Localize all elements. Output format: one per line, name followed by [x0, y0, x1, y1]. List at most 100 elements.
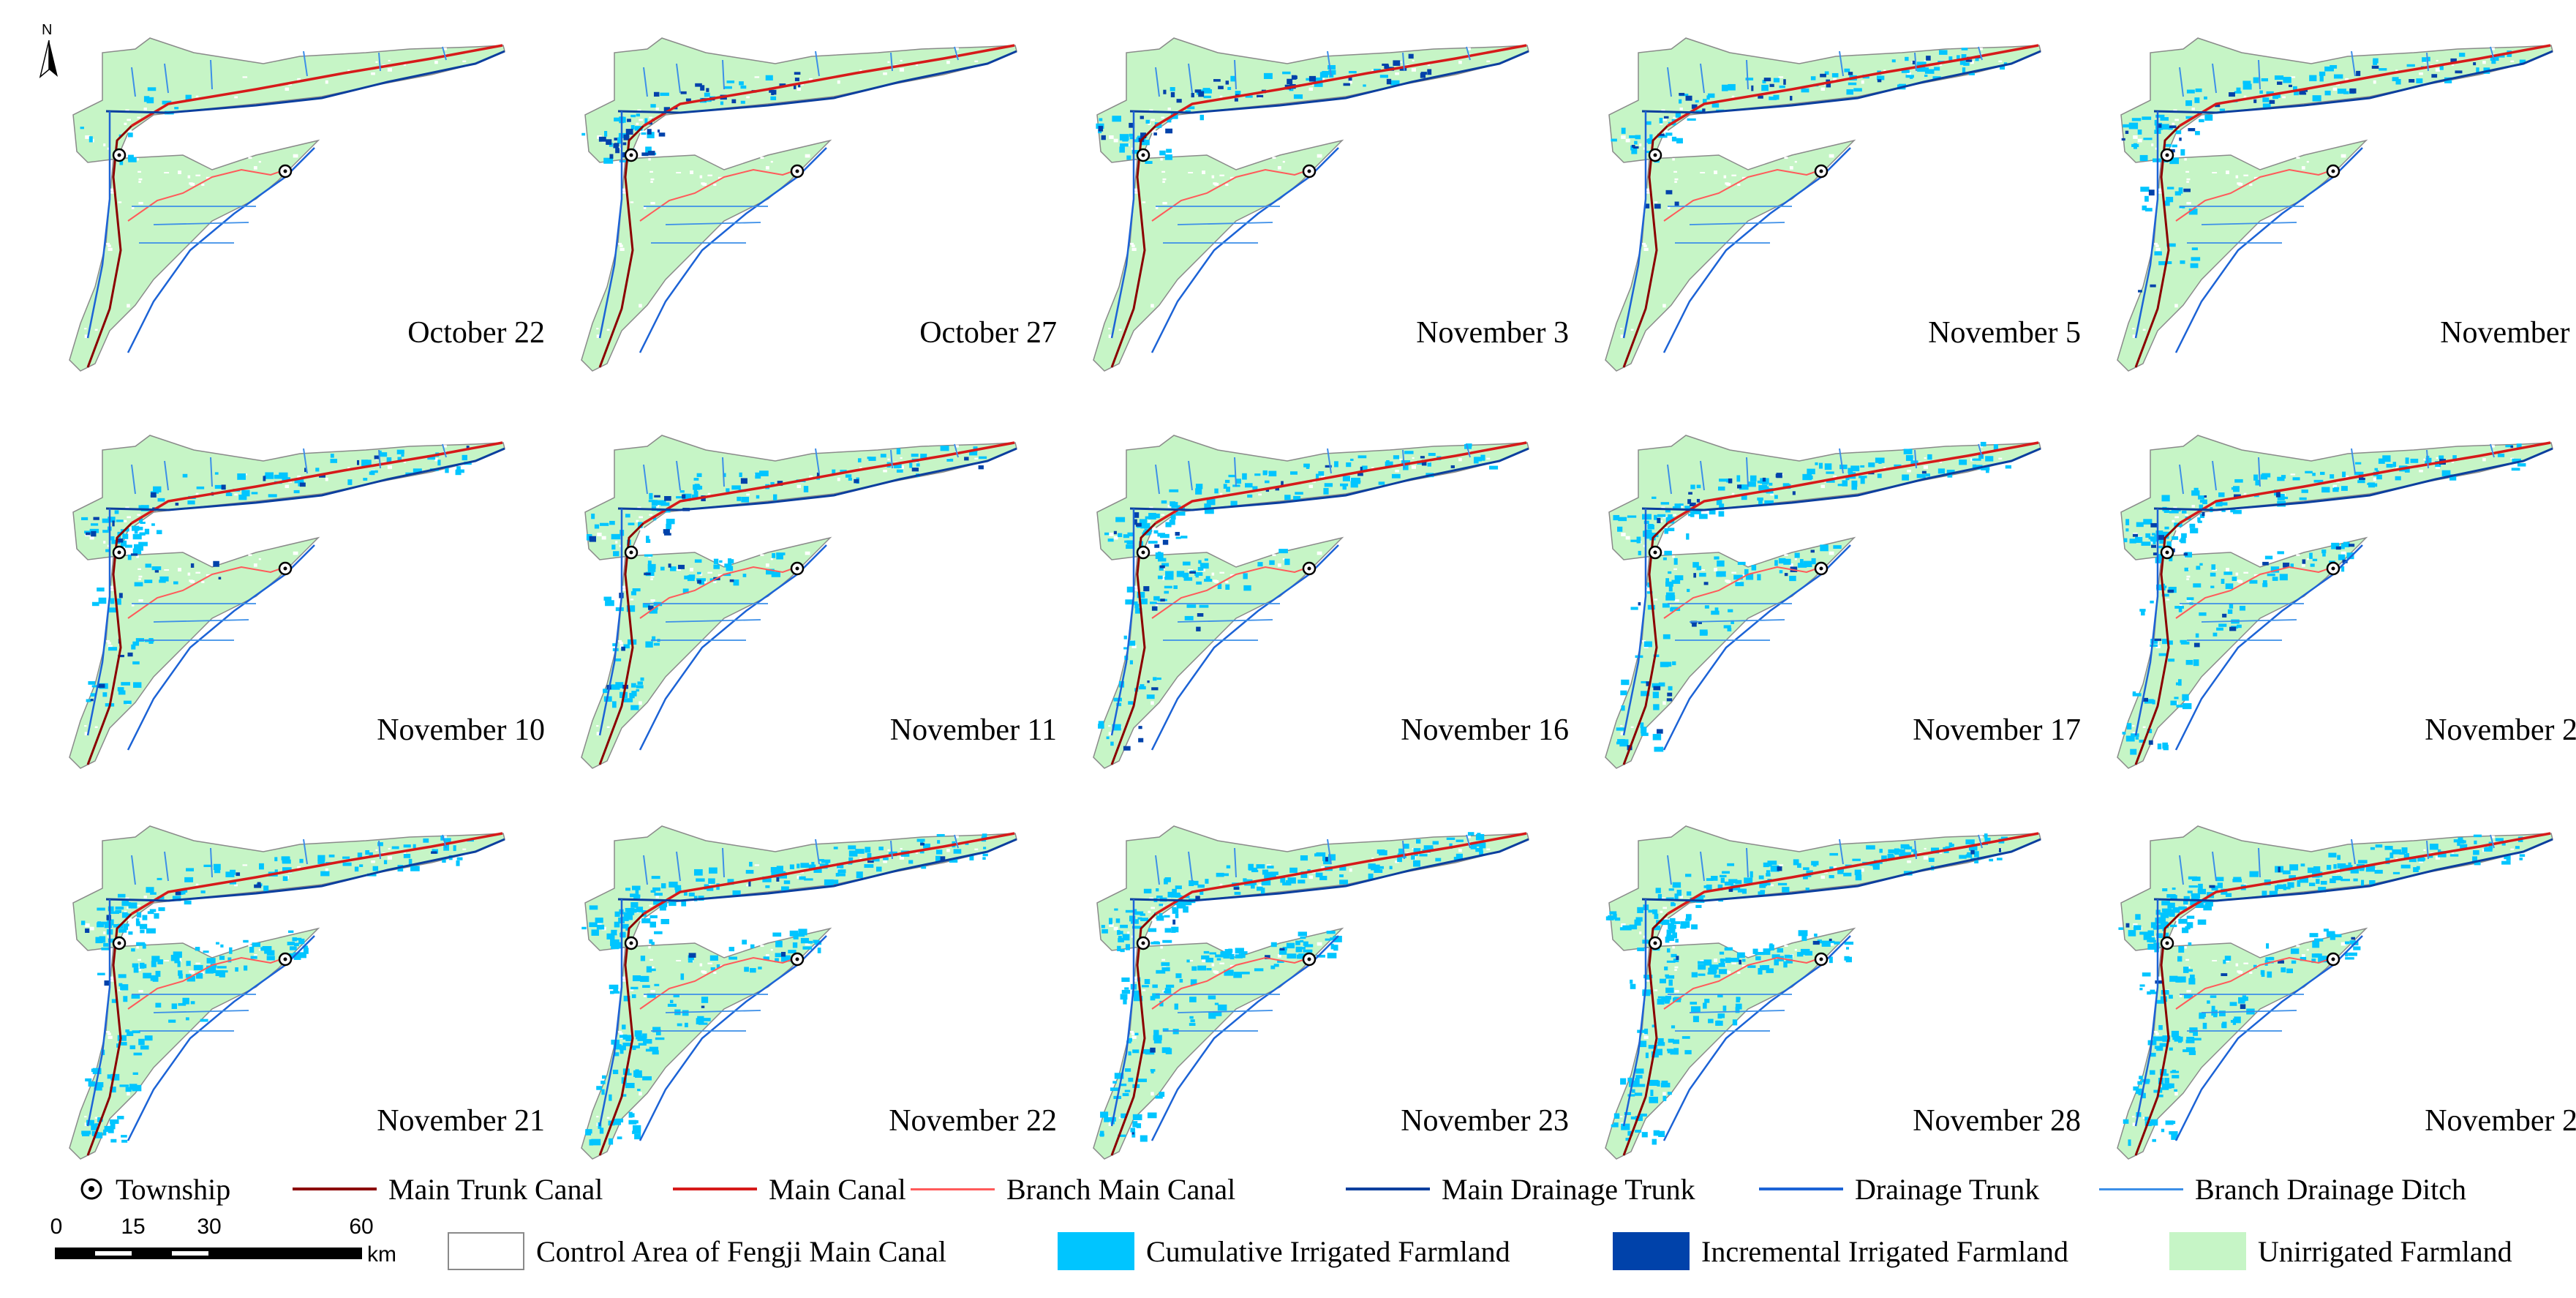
cumulative-irrigated-patch [2404, 465, 2410, 473]
branch-drainage-ditch [210, 847, 213, 878]
cumulative-irrigated-patch [2169, 911, 2175, 917]
cumulative-irrigated-patch [1171, 926, 1176, 933]
control-area-speck [707, 174, 712, 176]
cumulative-irrigated-patch [1762, 965, 1770, 970]
branch-drainage-ditch [1177, 1010, 1273, 1013]
incremental-irrigated-patch [1420, 456, 1425, 459]
control-area-speck [1662, 119, 1667, 121]
cumulative-irrigated-patch [1963, 62, 1970, 66]
cumulative-irrigated-patch [2202, 1022, 2207, 1029]
cumulative-irrigated-patch [2185, 116, 2194, 119]
cumulative-irrigated-patch [640, 975, 649, 982]
cumulative-irrigated-patch [252, 942, 261, 948]
control-area-speck [2151, 143, 2154, 146]
cumulative-irrigated-patch [2169, 975, 2178, 982]
cumulative-irrigated-patch [1690, 1002, 1698, 1005]
incremental-irrigated-patch [1921, 470, 1927, 474]
cumulative-irrigated-patch [1120, 924, 1129, 929]
incremental-irrigated-patch [1408, 53, 1414, 59]
control-area-speck [103, 931, 106, 934]
incremental-irrigated-patch [621, 646, 625, 651]
cumulative-irrigated-patch [723, 573, 731, 577]
cumulative-irrigated-patch [1131, 1132, 1136, 1138]
control-area-speck [1277, 954, 1281, 958]
cumulative-irrigated-patch [1206, 968, 1212, 971]
cumulative-irrigated-patch [1657, 1038, 1664, 1045]
cumulative-irrigated-patch [1766, 968, 1774, 973]
incremental-irrigated-patch [1257, 94, 1264, 98]
cumulative-irrigated-patch [2439, 64, 2444, 70]
cumulative-irrigated-patch [1774, 495, 1778, 499]
cumulative-irrigated-patch [371, 470, 378, 473]
control-area-speck [2191, 108, 2195, 110]
cumulative-irrigated-patch [1631, 1089, 1635, 1093]
incremental-irrigated-patch [2304, 89, 2308, 92]
cumulative-irrigated-patch [214, 868, 221, 874]
control-area-speck [1211, 963, 1215, 967]
branch-drainage-ditch [210, 59, 213, 90]
cumulative-irrigated-patch [1133, 909, 1137, 912]
incremental-irrigated-patch [1792, 491, 1796, 495]
incremental-irrigated-patch [1970, 849, 1975, 855]
main-drainage-trunk-line-icon [1346, 1188, 1430, 1190]
cumulative-irrigated-patch [1698, 514, 1708, 519]
cumulative-irrigated-patch [803, 486, 809, 492]
incremental-irrigated-patch [1138, 738, 1144, 743]
cumulative-irrigated-patch [2232, 879, 2242, 882]
cumulative-irrigated-patch [2277, 551, 2284, 555]
cumulative-irrigated-patch [848, 845, 856, 849]
cumulative-irrigated-patch [2176, 705, 2185, 708]
cumulative-irrigated-patch [1134, 139, 1138, 143]
cumulative-irrigated-patch [2384, 846, 2393, 850]
cumulative-irrigated-patch [2348, 952, 2357, 956]
cumulative-irrigated-patch [123, 700, 132, 705]
cumulative-irrigated-patch [2242, 83, 2252, 90]
cumulative-irrigated-patch [1758, 498, 1763, 505]
control-area-speck [1188, 960, 1194, 962]
branch-drainage-ditch [1155, 67, 1160, 97]
cumulative-irrigated-patch [1153, 596, 1160, 601]
cumulative-irrigated-patch [880, 454, 886, 458]
cumulative-irrigated-patch [2132, 693, 2142, 697]
cumulative-irrigated-patch [1665, 987, 1674, 994]
cumulative-irrigated-patch [2139, 984, 2145, 987]
cumulative-irrigated-patch [2283, 77, 2291, 83]
cumulative-irrigated-patch [2274, 75, 2284, 80]
cumulative-irrigated-patch [1730, 620, 1734, 624]
cumulative-irrigated-patch [397, 457, 402, 461]
cumulative-irrigated-patch [2327, 865, 2332, 870]
cumulative-irrigated-patch [668, 522, 672, 528]
cumulative-irrigated-patch [1327, 854, 1336, 861]
cumulative-irrigated-patch [756, 495, 760, 499]
cumulative-irrigated-patch [88, 136, 93, 143]
control-area-speck [2132, 725, 2135, 727]
branch-drainage-ditch [2179, 67, 2184, 97]
cumulative-irrigated-patch [216, 966, 227, 969]
cumulative-irrigated-patch [274, 869, 278, 874]
cumulative-irrigated-patch [2182, 927, 2189, 934]
cumulative-irrigated-patch [317, 855, 325, 861]
control-area-speck [1311, 871, 1316, 874]
cumulative-irrigated-patch [647, 132, 655, 138]
cumulative-irrigated-patch [2301, 489, 2308, 493]
cumulative-irrigated-patch [817, 948, 821, 953]
cumulative-irrigated-patch [1719, 951, 1725, 955]
cumulative-irrigated-patch [935, 849, 943, 855]
cumulative-irrigated-patch [330, 454, 334, 458]
cumulative-irrigated-patch [1866, 845, 1875, 850]
cumulative-irrigated-patch [2156, 584, 2165, 590]
cumulative-irrigated-patch [936, 833, 945, 837]
cumulative-irrigated-patch [2177, 956, 2183, 962]
control-area-speck [106, 1030, 110, 1033]
incremental-irrigated-patch [658, 132, 666, 137]
north-arrow-label: N [42, 22, 53, 38]
cumulative-irrigated-patch [1670, 918, 1674, 924]
cumulative-irrigated-patch [1699, 629, 1708, 636]
control-area-speck [206, 574, 211, 577]
legend-branch-main-canal-label: Branch Main Canal [1006, 1172, 1236, 1206]
cumulative-irrigated-patch [1173, 895, 1182, 898]
control-area-speck [2423, 458, 2426, 461]
cumulative-irrigated-patch [632, 1046, 636, 1051]
cumulative-irrigated-patch [2163, 143, 2172, 147]
cumulative-irrigated-patch [2158, 653, 2169, 656]
